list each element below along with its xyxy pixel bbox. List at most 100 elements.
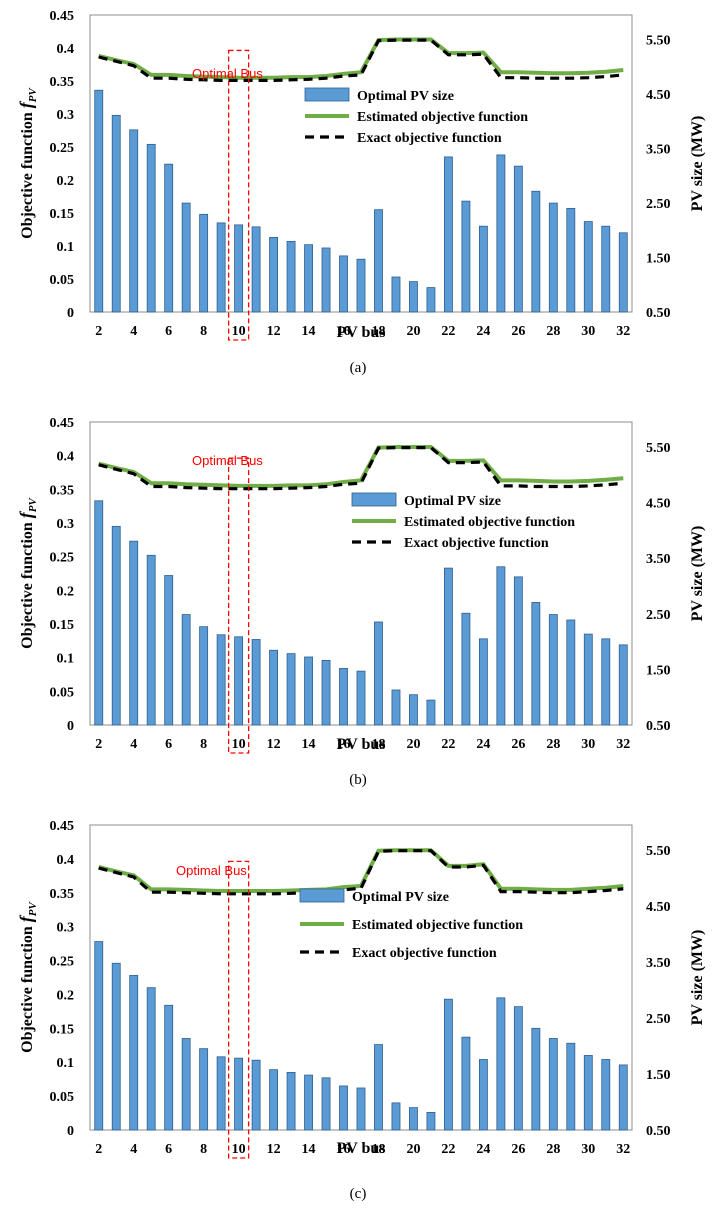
y-tick-label: 0.2 <box>57 584 75 599</box>
bar-optimal-pv-size <box>94 89 104 313</box>
bar-optimal-pv-size <box>513 1006 523 1131</box>
bar-optimal-pv-size <box>321 247 331 313</box>
optimal-bus-annotation: Optimal Bus <box>176 863 247 878</box>
bar-optimal-pv-size <box>339 255 348 313</box>
x-axis-label: PV bus <box>336 736 385 753</box>
bar-optimal-pv-size <box>164 163 174 313</box>
y-axis-label: Objective function fPV <box>16 496 39 648</box>
panel-caption: (b) <box>349 772 367 788</box>
y2-tick-label: 4.50 <box>646 497 671 512</box>
chart-a-svg: 0 0.05 0.1 0.15 0.2 0.25 0.3 0.35 0.4 0.45 0.50 1.5… <box>16 9 706 376</box>
line-exact-objective-function <box>98 38 624 83</box>
x-tick-label: 22 <box>441 1142 455 1157</box>
bar-optimal-pv-size <box>321 1077 331 1131</box>
bar-optimal-pv-size <box>269 237 279 313</box>
bar-optimal-pv-size <box>304 244 313 313</box>
x-tick-label: 14 <box>302 1142 316 1157</box>
y-tick-label: 0.15 <box>50 618 75 633</box>
x-tick-label: 20 <box>406 324 420 339</box>
bar-optimal-pv-size <box>129 129 139 313</box>
y-tick-label: 0.25 <box>50 955 75 970</box>
y-tick-label: 0.25 <box>50 141 75 156</box>
bar-optimal-pv-size <box>601 225 611 313</box>
y-tick-label: 0.15 <box>50 207 75 222</box>
bar-optimal-pv-size <box>548 614 558 726</box>
x-tick-label: 4 <box>130 324 137 339</box>
legend-label: Estimated objective function <box>352 918 523 933</box>
x-tick-label: 32 <box>616 1142 630 1157</box>
bar-optimal-pv-size <box>356 1087 366 1131</box>
bar-optimal-pv-size <box>234 224 244 313</box>
x-tick-label: 2 <box>95 1142 102 1157</box>
bar-optimal-pv-size <box>129 975 139 1131</box>
bar-optimal-pv-size <box>374 209 383 313</box>
bar-optimal-pv-size <box>566 207 576 313</box>
y-tick-label: 0.35 <box>50 483 75 498</box>
bar-optimal-pv-size <box>94 941 104 1131</box>
x-tick-label: 28 <box>546 1142 560 1157</box>
x-tick-label: 26 <box>511 324 525 339</box>
bar-optimal-pv-size <box>181 614 191 726</box>
chart-panel-b: 0 0.05 0.1 0.15 0.2 0.25 0.3 0.35 0.4 0.45 0.50 1.5… <box>0 405 716 810</box>
bar-optimal-pv-size <box>583 633 593 726</box>
legend-label: Estimated objective function <box>404 515 575 530</box>
x-tick-label: 20 <box>406 737 420 752</box>
bar-optimal-pv-size <box>426 699 436 726</box>
bar-optimal-pv-size <box>409 281 418 313</box>
bar-optimal-pv-size <box>618 1064 628 1131</box>
bar-optimal-pv-size <box>356 258 366 313</box>
bar-optimal-pv-size <box>251 226 261 313</box>
bar-optimal-pv-size <box>181 202 191 313</box>
y-tick-label: 0.05 <box>50 273 75 288</box>
bar-optimal-pv-size <box>234 1057 244 1131</box>
bar-optimal-pv-size <box>443 567 453 726</box>
x-tick-label: 14 <box>302 324 316 339</box>
y2-tick-label: 0.50 <box>646 1124 671 1139</box>
panel-caption: (c) <box>350 1186 367 1202</box>
y2-tick-label: 4.50 <box>646 88 671 103</box>
bar-optimal-pv-size <box>496 566 506 726</box>
x-tick-label: 16 <box>337 1142 351 1157</box>
bar-optimal-pv-size <box>426 287 436 313</box>
optimal-bus-annotation: Optimal Bus <box>192 453 263 468</box>
bar-optimal-pv-size <box>548 1038 558 1131</box>
bar-optimal-pv-size <box>304 656 313 726</box>
bar-optimal-pv-size <box>251 639 261 726</box>
y-tick-label: 0 <box>67 1124 74 1139</box>
bar-optimal-pv-size <box>374 621 383 726</box>
y-tick-label: 0.45 <box>50 416 75 431</box>
x-tick-label: 8 <box>200 1142 207 1157</box>
x-tick-label: 30 <box>581 324 595 339</box>
bar-optimal-pv-size <box>111 114 121 313</box>
x-tick-label: 28 <box>546 324 560 339</box>
x-tick-label: 24 <box>476 1142 490 1157</box>
bar-optimal-pv-size <box>618 232 628 313</box>
bar-optimal-pv-size <box>164 575 174 726</box>
bar-optimal-pv-size <box>583 1055 593 1131</box>
x-tick-label: 30 <box>581 1142 595 1157</box>
y-tick-label: 0.2 <box>57 174 75 189</box>
y-tick-label: 0.35 <box>50 887 75 902</box>
legend-label: Optimal PV size <box>357 89 454 104</box>
line-exact-objective-function <box>98 445 624 491</box>
y-tick-label: 0.3 <box>57 517 75 532</box>
bar-optimal-pv-size <box>513 576 523 726</box>
y2-tick-label: 1.50 <box>646 1068 671 1083</box>
optimal-bus-highlight-box <box>227 49 250 341</box>
x-tick-label: 10 <box>232 1142 246 1157</box>
y2-tick-label: 2.50 <box>646 608 671 623</box>
chart-panel-a: 0 0.05 0.1 0.15 0.2 0.25 0.3 0.35 0.4 0.45 0.50 1.5… <box>0 0 716 405</box>
y2-axis-label: PV size (MW) <box>689 930 706 1026</box>
y2-tick-label: 5.50 <box>646 441 671 456</box>
chart-b-svg: 0 0.05 0.1 0.15 0.2 0.25 0.3 0.35 0.4 0.45 0.50 1.5… <box>16 416 706 788</box>
legend-label: Optimal PV size <box>352 890 449 905</box>
x-tick-label: 2 <box>95 324 102 339</box>
bar-optimal-pv-size <box>199 213 209 313</box>
bar-optimal-pv-size <box>443 156 453 313</box>
x-tick-label: 4 <box>130 1142 137 1157</box>
bar-optimal-pv-size <box>391 689 401 726</box>
bar-optimal-pv-size <box>164 1004 174 1131</box>
y-tick-label: 0.1 <box>57 240 75 255</box>
y-axis-label: Objective function fPV <box>16 86 39 238</box>
legend-label: Exact objective function <box>352 946 497 961</box>
